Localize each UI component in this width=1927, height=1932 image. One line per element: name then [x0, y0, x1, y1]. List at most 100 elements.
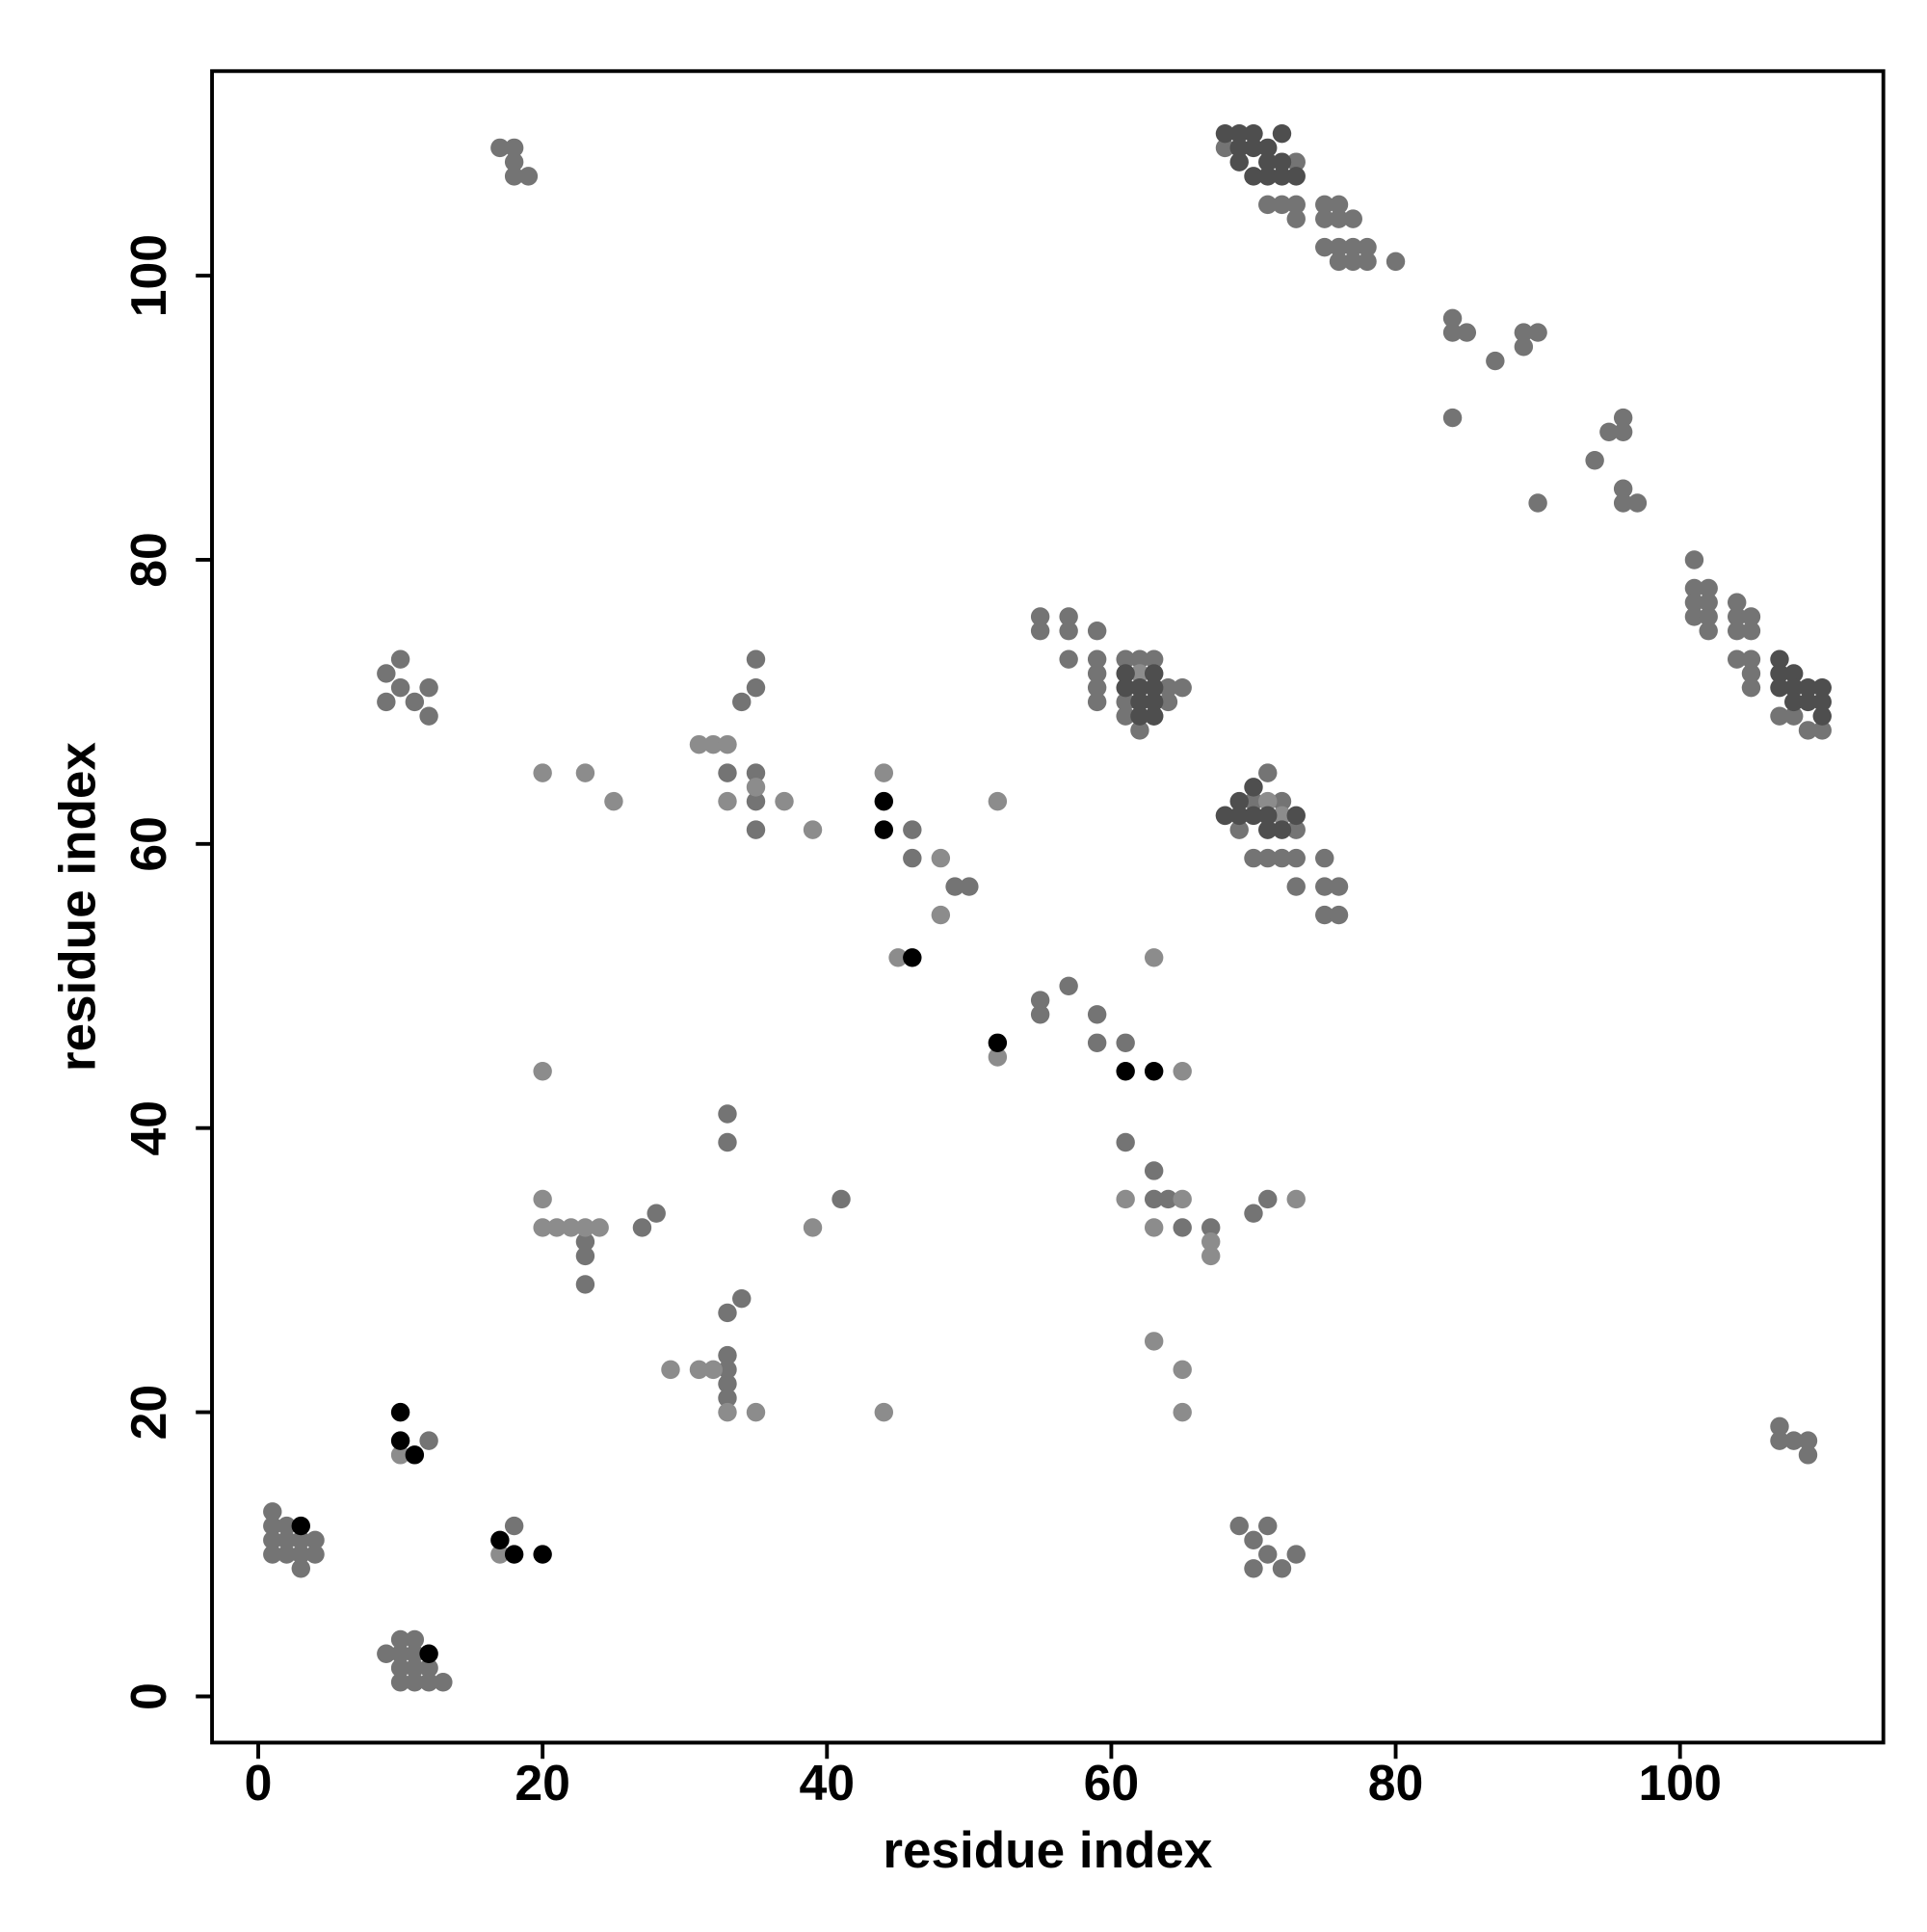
point — [1059, 649, 1078, 669]
point — [1244, 138, 1263, 158]
point — [1173, 677, 1192, 698]
point — [1613, 493, 1633, 513]
point — [1329, 905, 1349, 925]
point — [1442, 408, 1463, 428]
point — [1286, 209, 1306, 228]
point — [1727, 593, 1747, 612]
point — [874, 1402, 894, 1422]
point — [1116, 1132, 1135, 1152]
point — [291, 1559, 311, 1578]
point — [746, 677, 766, 698]
point — [1457, 323, 1477, 342]
point — [1798, 677, 1818, 698]
point — [1770, 677, 1789, 698]
point — [1699, 621, 1718, 641]
point — [903, 820, 922, 839]
point — [718, 1402, 737, 1422]
point — [1258, 763, 1278, 782]
point — [490, 1545, 510, 1564]
point — [1087, 1005, 1107, 1024]
point — [945, 877, 964, 896]
point — [405, 692, 425, 712]
point — [746, 778, 766, 797]
point — [746, 763, 766, 782]
point — [533, 1189, 552, 1209]
point — [1087, 649, 1107, 669]
point — [1770, 1416, 1789, 1437]
point — [291, 1545, 311, 1564]
point — [1215, 123, 1235, 144]
point — [746, 791, 766, 811]
point — [1258, 1516, 1278, 1536]
point — [1258, 820, 1278, 839]
point — [490, 138, 510, 158]
point — [1315, 848, 1334, 868]
point — [1514, 337, 1534, 357]
point — [1244, 806, 1263, 826]
point — [1699, 607, 1718, 626]
point — [1272, 806, 1292, 826]
point — [1059, 976, 1078, 996]
point — [1258, 138, 1278, 158]
point — [1144, 1062, 1164, 1081]
y-tick-label: 40 — [120, 1100, 176, 1156]
point — [718, 1345, 737, 1365]
point — [1343, 251, 1362, 272]
point — [1812, 706, 1832, 726]
point — [377, 664, 396, 683]
point — [1144, 1161, 1164, 1180]
point — [1116, 1062, 1135, 1081]
point — [732, 692, 752, 712]
point — [746, 820, 766, 839]
point — [1329, 251, 1349, 272]
point — [1684, 578, 1704, 598]
point — [1116, 677, 1135, 698]
point — [1130, 677, 1149, 698]
point — [390, 677, 410, 698]
point — [504, 138, 524, 158]
point — [1030, 607, 1050, 626]
point — [1386, 251, 1406, 272]
point — [1087, 677, 1107, 698]
point — [832, 1189, 851, 1209]
point — [1258, 1189, 1278, 1209]
point — [1358, 251, 1377, 272]
point — [1244, 848, 1263, 868]
point — [305, 1545, 325, 1564]
point — [263, 1530, 282, 1550]
point — [1272, 791, 1292, 811]
point — [1244, 1204, 1263, 1223]
point — [533, 1218, 552, 1237]
point — [1528, 493, 1547, 513]
point — [874, 820, 894, 839]
point — [419, 706, 438, 726]
point — [1116, 692, 1135, 712]
point — [504, 1516, 524, 1536]
point — [1727, 649, 1747, 669]
point — [1528, 323, 1547, 342]
point — [1158, 677, 1178, 698]
point — [1286, 877, 1306, 896]
point — [1684, 607, 1704, 626]
point — [1116, 664, 1135, 683]
point — [1272, 152, 1292, 172]
point — [561, 1218, 581, 1237]
point — [277, 1545, 297, 1564]
point — [1770, 664, 1789, 683]
point — [1727, 607, 1747, 626]
point — [1229, 806, 1249, 826]
point — [1627, 493, 1648, 513]
point — [1215, 138, 1235, 158]
point — [575, 1275, 595, 1294]
point — [1812, 692, 1832, 712]
point — [1144, 706, 1164, 726]
point — [1244, 791, 1263, 811]
point — [1798, 1431, 1818, 1450]
point — [1699, 593, 1718, 612]
point — [1144, 692, 1164, 712]
point — [718, 1303, 737, 1323]
x-tick-label: 20 — [515, 1755, 570, 1811]
point — [1258, 152, 1278, 172]
plot-frame — [210, 68, 1886, 1745]
point — [718, 734, 737, 754]
